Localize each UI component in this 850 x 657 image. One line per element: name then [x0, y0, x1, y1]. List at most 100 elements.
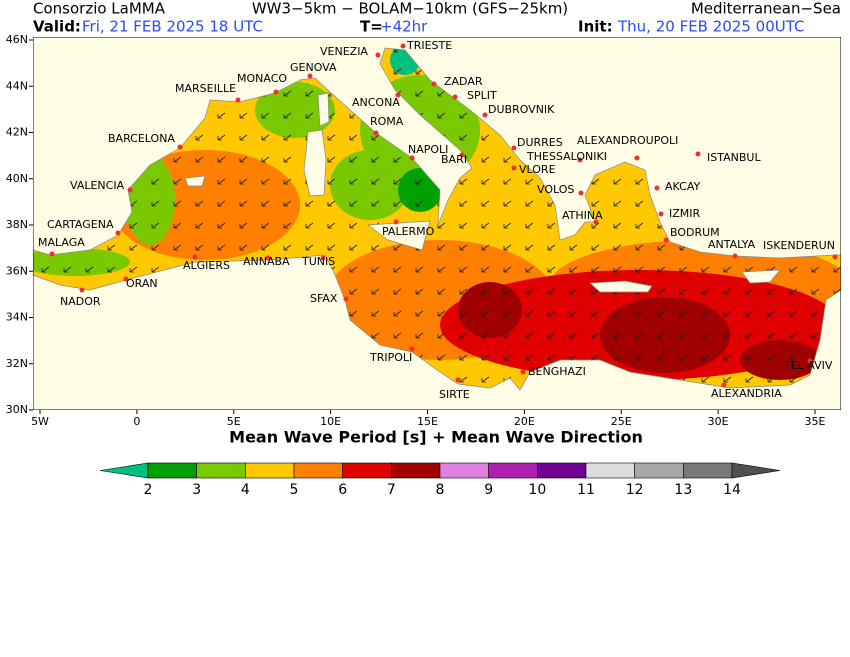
arrow — [723, 310, 732, 317]
arrow — [41, 266, 50, 273]
arrow — [547, 222, 556, 229]
arrow — [195, 156, 204, 163]
arrow — [723, 332, 732, 339]
arrow — [481, 244, 490, 251]
arrow — [327, 134, 336, 141]
city-dot — [459, 152, 465, 158]
arrow — [503, 288, 512, 295]
city-label: CARTAGENA — [47, 218, 114, 231]
arrow — [679, 354, 688, 361]
arrow — [503, 310, 512, 317]
colorbar-label: 9 — [484, 482, 493, 498]
city-dot — [658, 211, 664, 217]
arrow — [525, 244, 534, 251]
arrow — [393, 156, 402, 163]
arrow — [393, 200, 402, 207]
city-dot — [375, 52, 381, 58]
city-label: TRIESTE — [406, 39, 452, 52]
colorbar-label: 14 — [723, 482, 741, 498]
arrow — [437, 112, 446, 119]
arrow — [679, 288, 688, 295]
arrow — [745, 354, 754, 361]
city-dot — [343, 296, 349, 302]
city-dot — [409, 346, 415, 352]
x-tick-label: 20E — [514, 415, 535, 428]
arrow — [349, 156, 358, 163]
arrow — [481, 376, 490, 383]
arrow — [547, 332, 556, 339]
city-dot — [320, 255, 326, 261]
arrow — [701, 288, 710, 295]
colorbar-label: 3 — [192, 482, 201, 498]
arrow — [239, 244, 248, 251]
arrow — [217, 178, 226, 185]
arrow — [679, 332, 688, 339]
arrow — [327, 156, 336, 163]
arrow — [349, 266, 358, 273]
arrow — [701, 266, 710, 273]
arrow — [327, 178, 336, 185]
city-dot — [123, 276, 129, 282]
arrow — [305, 200, 314, 207]
arrow — [525, 178, 534, 185]
arrow — [591, 244, 600, 251]
arrow — [613, 244, 622, 251]
arrow — [371, 134, 380, 141]
model: WW3−5km − BOLAM−10km (GFS−25km) — [252, 0, 568, 18]
colorbar-box — [196, 462, 246, 479]
city-dot — [177, 144, 183, 150]
arrow — [393, 178, 402, 185]
colorbar-box — [488, 462, 538, 479]
arrow — [239, 156, 248, 163]
arrow — [151, 178, 160, 185]
city-dot — [578, 190, 584, 196]
arrow — [371, 156, 380, 163]
city-label: ISTANBUL — [707, 151, 761, 164]
colorbar-label: 12 — [626, 482, 644, 498]
city-label: SFAX — [310, 292, 338, 305]
arrow — [371, 266, 380, 273]
arrow — [129, 266, 138, 273]
arrow — [459, 266, 468, 273]
city-label: PALERMO — [382, 225, 435, 238]
land — [33, 37, 841, 410]
arrow — [767, 354, 776, 361]
arrow — [503, 200, 512, 207]
arrow — [481, 200, 490, 207]
arrow — [151, 222, 160, 229]
axes: 5W 0 5E 10E 15E 20E 25E 30E 35E 30N 32N 34N 36N 38N 40… — [6, 33, 826, 428]
city-dot — [395, 92, 401, 98]
arrow — [525, 200, 534, 207]
arrow — [349, 134, 358, 141]
arrow — [701, 376, 710, 383]
city-label: AKCAY — [665, 180, 700, 193]
city-dot — [307, 73, 313, 79]
city-dot — [235, 97, 241, 103]
arrow — [349, 222, 358, 229]
city-dot — [520, 369, 526, 375]
arrow — [261, 178, 270, 185]
arrow — [283, 90, 292, 97]
city-dot — [832, 254, 838, 260]
arrow — [459, 244, 468, 251]
arrow — [437, 354, 446, 361]
arrow — [525, 332, 534, 339]
arrow — [195, 222, 204, 229]
arrow — [195, 134, 204, 141]
arrow — [305, 112, 314, 119]
arrow — [745, 310, 754, 317]
city-dot — [373, 130, 379, 136]
arrow — [481, 178, 490, 185]
arrow — [283, 244, 292, 251]
colorbar-box — [391, 462, 441, 479]
arrow — [85, 266, 94, 273]
arrow — [525, 288, 534, 295]
arrow — [635, 244, 644, 251]
colorbar-label: 6 — [338, 482, 347, 498]
city-dot — [452, 94, 458, 100]
arrow — [437, 288, 446, 295]
arrow — [547, 354, 556, 361]
lead-time: +42hr — [380, 18, 428, 36]
city-dot — [127, 187, 133, 193]
